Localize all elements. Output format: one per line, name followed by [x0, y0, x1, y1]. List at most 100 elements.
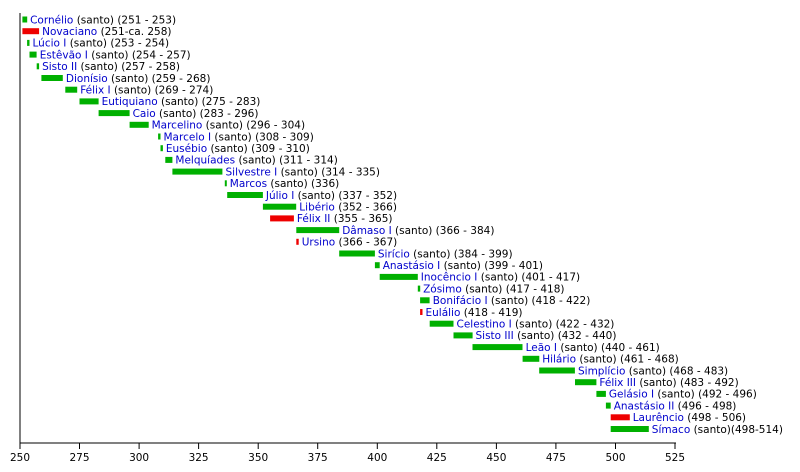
pope-bar [29, 51, 37, 58]
pope-name-link[interactable]: Anastásio I [383, 260, 441, 272]
pope-bar [227, 192, 263, 198]
pope-reign-note: (santo) (384 - 399) [410, 248, 513, 260]
pope-label: Laurêncio (498 - 506) [633, 412, 746, 424]
pope-reign-note: (santo) (483 - 492) [636, 377, 739, 389]
pope-name-link[interactable]: Melquíades [175, 155, 235, 167]
pope-name-link[interactable]: Libério [299, 202, 335, 214]
antipope-bar [296, 238, 299, 245]
pope-name-link[interactable]: Dionísio [66, 73, 108, 85]
pope-name-link[interactable]: Sirício [378, 248, 410, 260]
pope-reign-note: (santo) (401 - 417) [477, 272, 580, 284]
pope-name-link[interactable]: Estêvão I [40, 49, 88, 61]
pope-label: Bonifácio I (santo) (418 - 422) [433, 295, 591, 307]
pope-reign-note: (366 - 367) [335, 237, 397, 249]
pope-name-link[interactable]: Júlio I [265, 190, 294, 202]
pope-label: Sirício (santo) (384 - 399) [378, 248, 513, 260]
pope-label: Caio (santo) (283 - 296) [133, 108, 259, 120]
pope-bar [129, 121, 149, 128]
pope-bar [160, 145, 163, 152]
pope-name-link[interactable]: Ursino [302, 237, 335, 249]
pope-reign-note: (498 - 506) [684, 412, 746, 424]
pope-reign-note: (251-ca. 258) [97, 26, 171, 38]
x-tick-label: 275 [69, 452, 89, 464]
pope-name-link[interactable]: Inocêncio I [421, 272, 478, 284]
x-tick-label: 400 [367, 452, 387, 464]
pope-name-link[interactable]: Silvestre I [226, 166, 278, 178]
pope-reign-note: (santo) (337 - 352) [294, 190, 397, 202]
pope-label: Cornélio (santo) (251 - 253) [30, 14, 176, 26]
pope-name-link[interactable]: Sisto II [42, 61, 77, 73]
pope-name-link[interactable]: Simplício [578, 365, 625, 377]
pope-reign-note: (santo) (251 - 253) [73, 14, 176, 26]
pope-label: Simplício (santo) (468 - 483) [578, 365, 728, 377]
pope-name-link[interactable]: Gelásio I [609, 389, 654, 401]
pope-name-link[interactable]: Dâmaso I [342, 225, 392, 237]
pope-bar [165, 156, 173, 163]
pope-bar [65, 86, 78, 93]
pope-bar [596, 390, 606, 397]
pope-bar [522, 355, 540, 362]
pope-name-link[interactable]: Marcos [230, 178, 267, 190]
pope-reign-note: (santo) (254 - 257) [88, 49, 191, 61]
pope-bar [224, 180, 227, 187]
pope-reign-note: (santo)(498-514) [690, 424, 783, 436]
pope-name-link[interactable]: Eulálio [426, 307, 461, 319]
pope-reign-note: (355 - 365) [330, 213, 392, 225]
pope-name-link[interactable]: Cornélio [30, 14, 73, 26]
pope-reign-note: (santo) (259 - 268) [108, 73, 211, 85]
x-axis-ticks: 250 275 300 325 350 375 400 425 450 475 500 525 [10, 443, 685, 464]
pope-label: Marcos (santo) (336) [230, 178, 339, 190]
x-tick-label: 375 [308, 452, 328, 464]
pope-name-link[interactable]: Félix III [599, 377, 636, 389]
pope-name-link[interactable]: Zósimo [423, 283, 462, 295]
pope-name-link[interactable]: Bonifácio I [433, 295, 488, 307]
timeline-bars [22, 16, 649, 432]
pope-name-link[interactable]: Félix I [80, 85, 110, 97]
pope-name-link[interactable]: Símaco [652, 424, 690, 436]
pope-name-link[interactable]: Marcelino [152, 120, 203, 132]
x-tick-label: 250 [10, 452, 30, 464]
pope-name-link[interactable]: Anastásio II [614, 400, 675, 412]
pope-reign-note: (418 - 419) [460, 307, 522, 319]
pope-name-link[interactable]: Caio [133, 108, 156, 120]
pope-label: Lúcio I (santo) (253 - 254) [33, 38, 170, 50]
pope-name-link[interactable]: Félix II [297, 213, 331, 225]
pope-reign-note: (santo) (309 - 310) [207, 143, 310, 155]
x-tick-label: 525 [665, 452, 685, 464]
pope-name-link[interactable]: Novaciano [42, 26, 97, 38]
pope-reign-note: (santo) (269 - 274) [111, 85, 214, 97]
pope-name-link[interactable]: Eutiquiano [102, 96, 158, 108]
pope-label: Dâmaso I (santo) (366 - 384) [342, 225, 494, 237]
pope-label: Símaco (santo)(498-514) [652, 424, 783, 436]
pope-label: Inocêncio I (santo) (401 - 417) [421, 272, 580, 284]
pope-label: Sisto II (santo) (257 - 258) [42, 61, 180, 73]
pope-reign-note: (santo) (417 - 418) [462, 283, 565, 295]
pope-reign-note: (santo) (399 - 401) [440, 260, 543, 272]
pope-name-link[interactable]: Eusébio [166, 143, 207, 155]
x-tick-label: 500 [605, 452, 625, 464]
pope-bar [27, 39, 30, 46]
pope-name-link[interactable]: Lúcio I [33, 38, 67, 50]
pope-reign-note: (santo) (314 - 335) [277, 166, 380, 178]
pope-reign-note: (santo) (468 - 483) [625, 365, 728, 377]
x-tick-label: 475 [546, 452, 566, 464]
pope-label: Eulálio (418 - 419) [426, 307, 523, 319]
pope-name-link[interactable]: Laurêncio [633, 412, 684, 424]
pope-reign-note: (santo) (336) [267, 178, 339, 190]
pope-name-link[interactable]: Sisto III [476, 330, 514, 342]
pope-bar [158, 133, 161, 140]
pope-bar [296, 227, 340, 234]
antipope-bar [270, 215, 294, 222]
pope-label: Félix II (355 - 365) [297, 213, 393, 225]
pope-bar [374, 262, 380, 269]
pope-bar [379, 273, 418, 280]
pope-reign-note: (santo) (257 - 258) [77, 61, 180, 73]
pope-label: Anastásio I (santo) (399 - 401) [383, 260, 543, 272]
pope-name-link[interactable]: Marcelo I [164, 131, 212, 143]
pope-label: Hilário (santo) (461 - 468) [542, 354, 679, 366]
pope-name-link[interactable]: Celestino I [457, 319, 512, 331]
pope-bar [41, 75, 63, 81]
pope-name-link[interactable]: Hilário [542, 354, 576, 366]
pope-name-link[interactable]: Leão I [526, 342, 557, 354]
